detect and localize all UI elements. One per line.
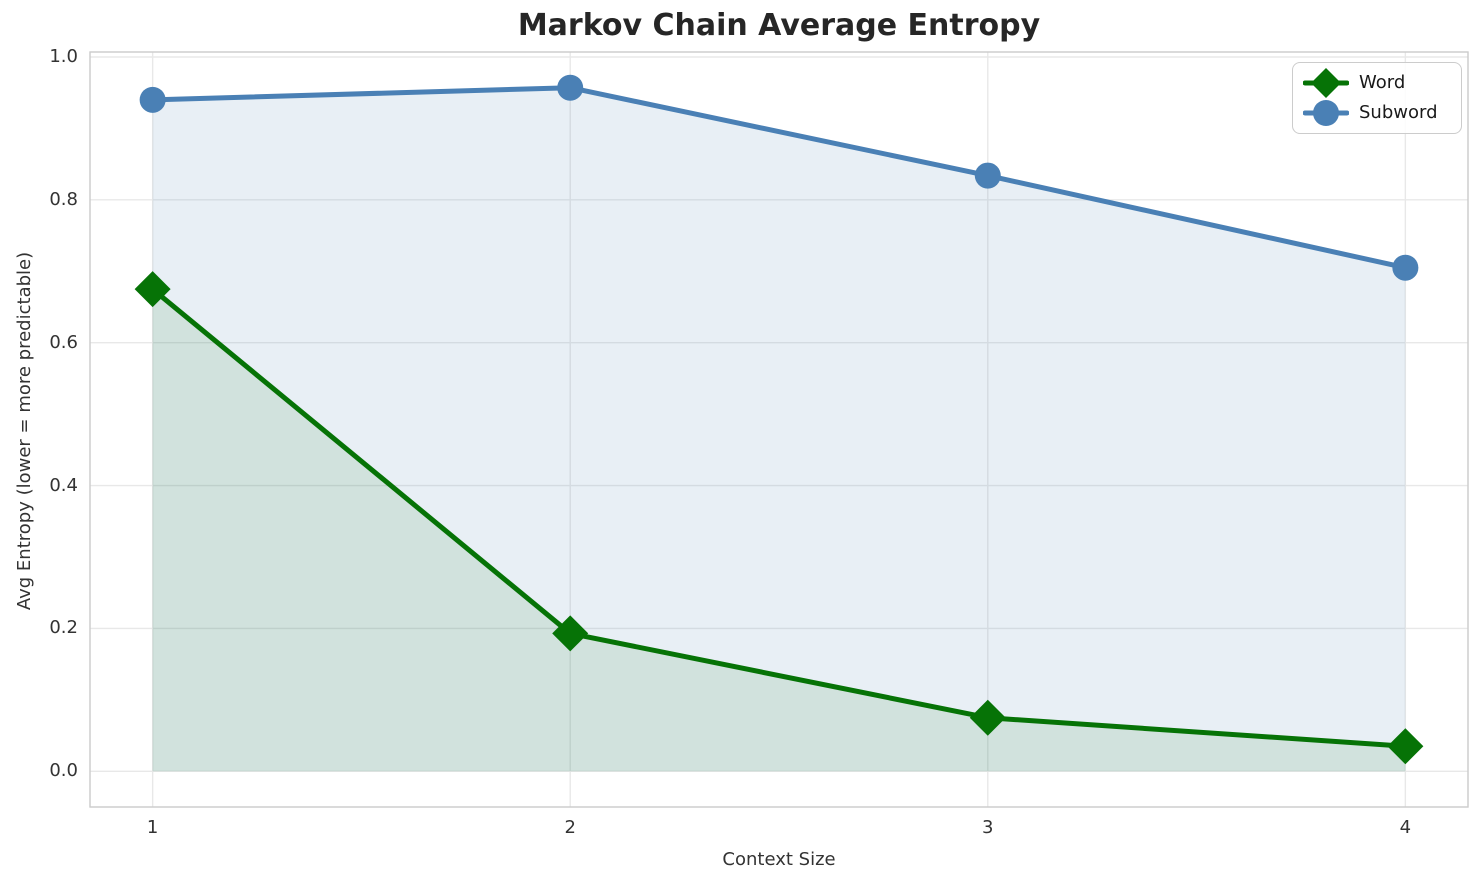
subword-series-marker-icon <box>1303 100 1349 126</box>
word-data-point <box>552 615 589 652</box>
legend-item-word: Word <box>1303 68 1451 98</box>
y-tick-label: 0.8 <box>49 188 78 210</box>
x-axis-label: Context Size <box>722 849 836 870</box>
x-tick-label: 2 <box>564 817 576 838</box>
word-data-point <box>1387 728 1424 765</box>
word-series-marker-icon <box>1303 68 1349 98</box>
y-tick-label: 0.6 <box>49 331 78 353</box>
word-data-point <box>134 271 171 308</box>
subword-data-point <box>139 86 166 113</box>
x-tick-label: 3 <box>982 817 994 838</box>
x-tick-label: 4 <box>1399 817 1412 838</box>
chart-title: Markov Chain Average Entropy <box>517 8 1041 43</box>
y-tick-label: 0.2 <box>49 617 78 639</box>
subword-data-point <box>1392 254 1419 281</box>
diamond-marker-icon <box>1311 68 1341 98</box>
word-series-line <box>150 286 1408 749</box>
word-data-point <box>969 699 1006 736</box>
y-tick-label: 1.0 <box>49 46 78 67</box>
legend: Word Subword <box>1292 62 1462 134</box>
plot-spines <box>89 51 1469 808</box>
x-tick-label: 1 <box>146 817 159 838</box>
subword-series-line <box>150 85 1408 271</box>
legend-label-subword: Subword <box>1359 102 1438 123</box>
legend-item-subword: Subword <box>1303 98 1451 128</box>
subword-data-point <box>557 74 584 101</box>
legend-label-word: Word <box>1359 72 1406 93</box>
word-area-fill <box>152 289 1406 772</box>
y-tick-label: 0.4 <box>49 474 78 496</box>
circle-marker-icon <box>1313 100 1339 126</box>
subword-area-fill <box>152 87 1406 772</box>
y-tick-label: 0.0 <box>49 760 78 782</box>
subword-data-point <box>974 162 1001 189</box>
